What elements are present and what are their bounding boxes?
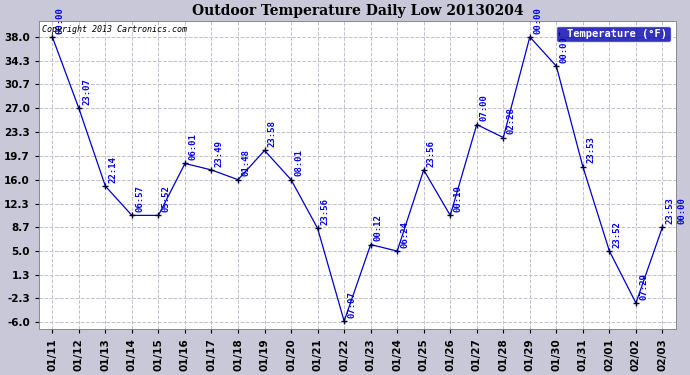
Text: 05:52: 05:52 — [161, 185, 170, 212]
Text: 00:10: 00:10 — [453, 185, 462, 212]
Text: 00:00: 00:00 — [533, 7, 542, 34]
Text: 23:52: 23:52 — [613, 221, 622, 248]
Title: Outdoor Temperature Daily Low 20130204: Outdoor Temperature Daily Low 20130204 — [192, 4, 523, 18]
Text: 00:12: 00:12 — [374, 214, 383, 242]
Text: Copyright 2013 Cartronics.com: Copyright 2013 Cartronics.com — [42, 26, 187, 34]
Text: 23:07: 23:07 — [82, 78, 91, 105]
Text: 06:01: 06:01 — [188, 134, 197, 160]
Text: 23:53: 23:53 — [586, 136, 595, 164]
Text: 02:28: 02:28 — [506, 107, 515, 134]
Text: 23:49: 23:49 — [215, 140, 224, 167]
Text: 23:58: 23:58 — [268, 120, 277, 147]
Text: 22:14: 22:14 — [108, 156, 117, 183]
Text: 00:00: 00:00 — [560, 36, 569, 63]
Text: 23:53: 23:53 — [666, 197, 675, 224]
Text: 08:01: 08:01 — [294, 150, 304, 177]
Legend: Temperature (°F): Temperature (°F) — [556, 26, 671, 42]
Text: 07:00: 07:00 — [480, 94, 489, 121]
Text: 07:07: 07:07 — [347, 291, 356, 318]
Text: 06:24: 06:24 — [400, 221, 409, 248]
Text: 07:29: 07:29 — [639, 273, 648, 300]
Text: 00:00: 00:00 — [55, 7, 65, 34]
Text: 06:57: 06:57 — [135, 185, 144, 212]
Text: 23:56: 23:56 — [427, 140, 436, 167]
Text: 23:56: 23:56 — [321, 198, 330, 225]
Text: 01:48: 01:48 — [241, 150, 250, 177]
Text: 00:00: 00:00 — [677, 197, 686, 224]
